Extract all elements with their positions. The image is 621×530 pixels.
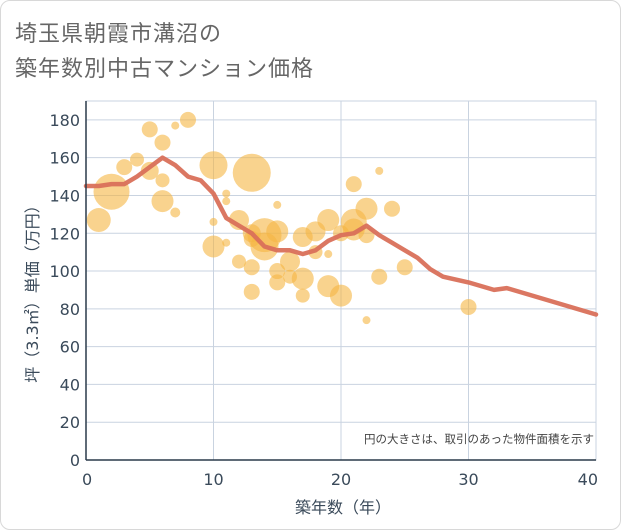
- y-tick-label: 180: [49, 111, 80, 130]
- data-bubble: [209, 217, 218, 226]
- chart-title-line-2: 築年数別中古マンション価格: [15, 57, 315, 82]
- data-bubble: [93, 173, 130, 210]
- data-bubble: [86, 208, 111, 233]
- data-bubble: [396, 259, 413, 276]
- chart-title: 埼玉県朝霞市溝沼の 築年数別中古マンション価格: [15, 17, 314, 87]
- y-tick-label: 140: [49, 186, 80, 205]
- x-axis-label: 築年数（年）: [295, 498, 391, 517]
- data-bubble: [269, 263, 286, 280]
- trend-line: [83, 155, 599, 317]
- tick-labels: 0 20 40 60 80 100 120 140 160 180 0 10 20 30 40: [49, 111, 598, 489]
- data-bubble: [170, 207, 181, 218]
- data-bubble: [273, 200, 282, 209]
- data-bubble: [324, 250, 333, 259]
- data-bubble: [460, 298, 477, 315]
- y-tick-label: 40: [60, 375, 80, 394]
- data-bubble: [243, 283, 260, 300]
- data-bubble: [199, 151, 228, 180]
- size-note: 円の大きさは、取引のあった物件面積を示す: [364, 432, 594, 446]
- data-bubble: [222, 238, 231, 247]
- y-tick-label: 100: [49, 262, 80, 281]
- grid-lines: [85, 100, 597, 461]
- data-bubble: [243, 259, 260, 276]
- data-bubble: [375, 166, 384, 175]
- data-bubble: [130, 152, 144, 167]
- data-bubble: [266, 220, 289, 243]
- data-bubble: [384, 200, 400, 217]
- data-bubble: [317, 209, 340, 232]
- bubble-layer: [86, 111, 477, 325]
- data-bubble: [345, 176, 362, 193]
- x-tick-label: 20: [331, 470, 351, 489]
- data-bubble: [362, 316, 371, 325]
- y-tick-label: 60: [60, 338, 80, 357]
- y-tick-label: 160: [49, 149, 80, 168]
- data-bubble: [295, 288, 310, 303]
- data-bubble: [222, 189, 231, 198]
- trend-layer: [83, 155, 599, 317]
- y-tick-label: 0: [70, 451, 80, 470]
- data-bubble: [154, 134, 171, 151]
- x-tick-label: 40: [578, 470, 598, 489]
- data-bubble: [291, 267, 314, 290]
- data-bubble: [171, 121, 180, 130]
- chart-title-line-1: 埼玉県朝霞市溝沼の: [15, 22, 223, 47]
- data-bubble: [155, 173, 170, 188]
- data-bubble: [141, 121, 158, 138]
- data-bubble: [180, 111, 196, 128]
- x-tick-label: 30: [458, 470, 478, 489]
- data-bubble: [151, 190, 174, 213]
- y-axis-label: 坪（3.3㎡）単価（万円）: [23, 197, 42, 382]
- data-bubble: [232, 153, 271, 192]
- y-tick-label: 120: [49, 224, 80, 243]
- data-bubble: [269, 274, 286, 291]
- data-bubble: [116, 159, 133, 176]
- axes: [85, 101, 596, 461]
- x-tick-label: 0: [82, 470, 92, 489]
- data-bubble: [280, 251, 300, 272]
- data-bubble: [222, 197, 231, 206]
- data-bubble: [355, 197, 378, 220]
- data-bubble: [232, 254, 246, 269]
- y-tick-label: 20: [60, 413, 80, 432]
- x-tick-label: 10: [203, 470, 223, 489]
- data-bubble: [330, 284, 352, 307]
- data-bubble: [202, 235, 225, 258]
- y-tick-label: 80: [60, 300, 80, 319]
- data-bubble: [371, 268, 388, 285]
